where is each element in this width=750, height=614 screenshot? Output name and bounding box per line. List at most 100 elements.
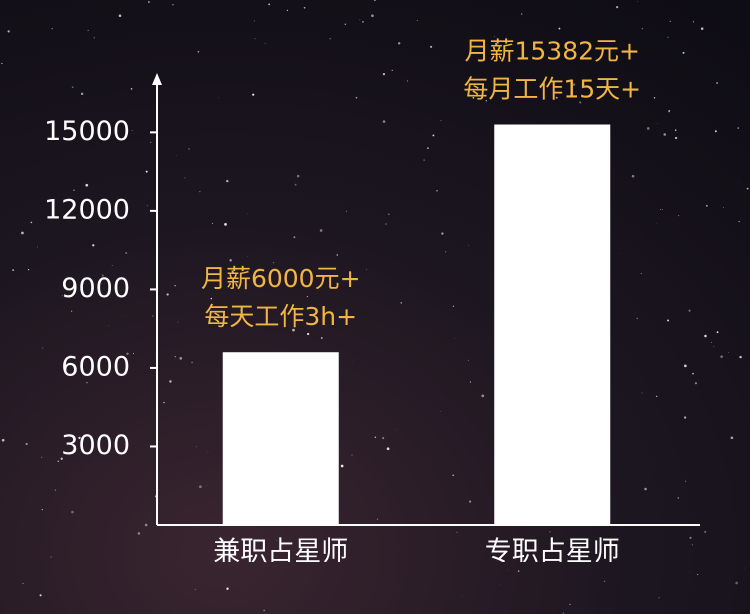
star — [641, 392, 643, 394]
star — [746, 187, 749, 190]
star — [41, 456, 43, 458]
star — [397, 42, 401, 45]
star — [303, 6, 306, 9]
star — [445, 251, 447, 253]
star — [131, 130, 133, 132]
star — [549, 531, 551, 533]
star — [555, 96, 558, 99]
star — [145, 170, 148, 173]
star — [388, 213, 390, 215]
y-tick-label: 6000 — [61, 351, 130, 382]
star — [469, 381, 472, 383]
star — [374, 436, 377, 438]
star — [472, 96, 475, 99]
star — [494, 36, 495, 38]
star — [579, 101, 582, 104]
star — [572, 83, 576, 86]
star — [218, 97, 220, 99]
star — [306, 295, 309, 298]
star — [179, 356, 183, 360]
star — [199, 485, 202, 489]
star — [132, 352, 134, 354]
annotation: 月薪6000元+ — [201, 264, 361, 293]
star — [359, 19, 361, 21]
star — [658, 597, 660, 599]
star — [382, 73, 386, 76]
star — [240, 309, 242, 311]
star — [467, 359, 469, 361]
star — [226, 179, 229, 183]
star — [655, 395, 658, 398]
star — [373, 0, 376, 2]
star — [265, 561, 267, 563]
star — [60, 457, 63, 460]
star — [406, 80, 408, 82]
star — [71, 310, 73, 312]
star — [276, 540, 277, 541]
star — [646, 127, 650, 130]
star — [166, 293, 169, 296]
star — [619, 253, 621, 254]
star — [57, 460, 59, 462]
star — [503, 47, 506, 50]
star — [385, 223, 387, 225]
star — [199, 190, 201, 193]
star — [211, 222, 213, 224]
star — [386, 447, 390, 451]
star — [506, 569, 508, 571]
star — [292, 328, 295, 332]
star — [50, 556, 52, 558]
star — [677, 214, 680, 217]
star — [722, 206, 724, 208]
x-tick-label: 专职占星师 — [485, 537, 620, 568]
plot: 3000 6000 9000 12000 15000 兼职占星师 月薪6000元+ 每天工作3… — [44, 37, 700, 568]
star — [73, 189, 75, 192]
star — [684, 364, 687, 368]
star — [174, 356, 176, 358]
star — [738, 220, 740, 223]
star — [319, 229, 323, 232]
star — [653, 97, 656, 99]
star — [662, 208, 664, 210]
star — [320, 337, 323, 339]
star — [163, 402, 165, 404]
star — [109, 292, 111, 294]
star — [569, 603, 571, 606]
star — [71, 86, 74, 89]
star — [306, 332, 310, 336]
star — [710, 341, 712, 343]
star — [54, 489, 57, 491]
y-tick-label: 15000 — [44, 116, 130, 147]
star — [713, 346, 715, 348]
star — [215, 559, 218, 562]
star — [191, 361, 193, 364]
star — [108, 325, 110, 326]
star — [423, 159, 425, 161]
star — [272, 261, 275, 264]
star — [481, 394, 485, 398]
star — [644, 487, 647, 491]
star — [12, 269, 15, 272]
star — [125, 251, 128, 255]
star — [697, 573, 699, 576]
star — [146, 205, 148, 207]
star — [1, 438, 5, 442]
bar — [494, 124, 611, 525]
star — [130, 88, 133, 90]
star — [344, 23, 346, 25]
star — [86, 381, 88, 384]
star — [520, 13, 523, 15]
star — [430, 45, 433, 48]
star — [436, 189, 438, 192]
star — [188, 148, 190, 150]
star — [340, 464, 344, 468]
star — [641, 27, 644, 30]
star — [51, 28, 53, 30]
star — [92, 244, 95, 247]
star — [663, 133, 666, 136]
star — [144, 523, 148, 527]
star — [172, 4, 174, 6]
star — [254, 38, 256, 40]
star — [716, 331, 719, 334]
